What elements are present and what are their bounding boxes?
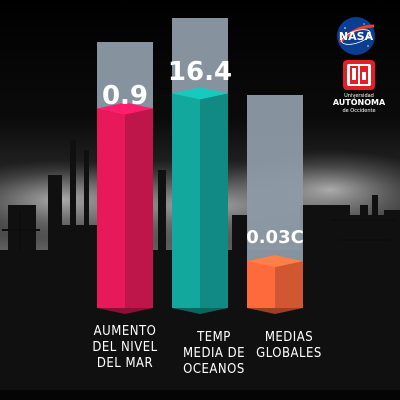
bar-front-left-sea-level: [97, 108, 125, 308]
nasa-logo: NASA: [337, 17, 375, 55]
value-label-sea-level: 0.9: [102, 81, 148, 111]
bar-front-left-ocean-temp: [172, 93, 200, 309]
bar-top-global: [247, 255, 303, 268]
bar-front-right-sea-level: [125, 108, 153, 308]
bar-base-sea-level: [97, 308, 153, 314]
uao-logo: Universidad AUTÓNOMA de Occidente: [333, 60, 386, 114]
bar-top-sea-level: [97, 102, 153, 115]
category-label-sea-level: AUMENTO DEL NIVEL DEL MAR: [92, 324, 158, 371]
bar-base-ocean-temp: [172, 308, 228, 314]
bar-front-right-ocean-temp: [200, 93, 228, 309]
bar-front-left-global: [247, 261, 275, 308]
category-label-global: MEDIAS GLOBALES: [256, 330, 322, 361]
bar-base-global: [247, 308, 303, 314]
uao-line2: AUTÓNOMA: [333, 96, 386, 107]
bar-top-ocean-temp: [172, 87, 228, 100]
value-label-ocean-temp: 16.4: [168, 57, 232, 87]
nasa-wordmark: NASA: [339, 30, 374, 43]
bar-front-right-global: [275, 261, 303, 308]
value-label-global: 0.03C: [246, 227, 304, 248]
uao-line3: de Occidente: [342, 108, 375, 114]
uao-line1: Universidad: [344, 93, 374, 99]
category-label-ocean-temp: TEMP MEDIA DE OCEANOS: [182, 330, 246, 377]
